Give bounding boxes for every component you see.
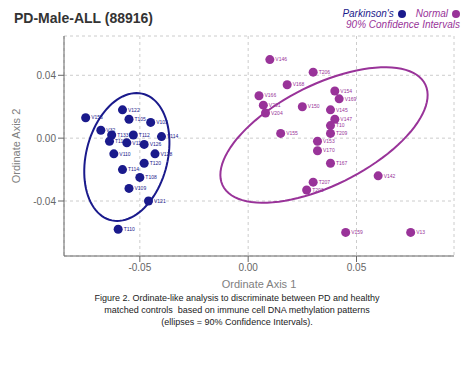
svg-text:0.00: 0.00	[238, 262, 258, 273]
svg-text:V168: V168	[293, 81, 305, 87]
html-text:PD-Male-ALL (88916): PD-Male-ALL (88916)	[14, 10, 153, 26]
svg-text:V154: V154	[340, 88, 352, 94]
svg-text:T167: T167	[336, 160, 348, 166]
svg-text:V109: V109	[135, 185, 147, 191]
svg-text:V159: V159	[351, 229, 363, 235]
svg-text:-0.05: -0.05	[128, 262, 151, 273]
svg-text:0.05: 0.05	[347, 262, 367, 273]
svg-text:T207: T207	[319, 179, 331, 185]
svg-text:T110: T110	[124, 226, 135, 232]
svg-text:V150: V150	[308, 103, 320, 109]
svg-text:0.04: 0.04	[37, 70, 57, 81]
svg-text:T133: T133	[117, 132, 129, 138]
svg-text:V128: V128	[161, 151, 173, 157]
svg-text:V169: V169	[345, 96, 357, 102]
svg-text:T206: T206	[319, 69, 331, 75]
svg-text:V126: V126	[150, 141, 162, 147]
svg-text:V201: V201	[269, 102, 281, 108]
svg-text:T203: T203	[312, 187, 324, 193]
html-text:90% Confidence Intervals: 90% Confidence Intervals	[346, 19, 460, 30]
svg-text:V103: V103	[156, 119, 168, 125]
svg-text:V121: V121	[154, 198, 166, 204]
svg-text:V156: V156	[91, 114, 103, 120]
svg-text:V155: V155	[286, 130, 298, 136]
svg-text:V147: V147	[340, 116, 352, 122]
svg-text:V145: V145	[336, 107, 348, 113]
svg-text:T120: T120	[150, 160, 162, 166]
svg-text:V170: V170	[323, 147, 335, 153]
svg-text:-0.04: -0.04	[33, 196, 56, 207]
svg-text:V110: V110	[119, 151, 131, 157]
html-text:(ellipses = 90% Confidence Int: (ellipses = 90% Confidence Intervals).	[161, 317, 313, 327]
svg-text:V122: V122	[128, 107, 140, 113]
html-text:Figure 2. Ordinate-like analys: Figure 2. Ordinate-like analysis to disc…	[94, 293, 380, 303]
svg-text:Ordinate Axis 2: Ordinate Axis 2	[10, 109, 22, 184]
svg-text:T115: T115	[115, 138, 126, 144]
html-text:matched controls based on immu: matched controls based on immune cell DN…	[104, 305, 370, 315]
svg-text:T108: T108	[145, 174, 157, 180]
html-text:Normal: Normal	[415, 8, 448, 19]
svg-text:V13: V13	[416, 229, 425, 235]
svg-text:V166: V166	[265, 92, 277, 98]
svg-text:T112: T112	[139, 132, 150, 138]
svg-text:V32: V32	[106, 127, 115, 133]
svg-text:V204: V204	[271, 110, 283, 116]
svg-text:V11: V11	[132, 140, 141, 146]
svg-text:V114: V114	[167, 133, 179, 139]
html-text:Parkinson's: Parkinson's	[342, 8, 394, 19]
svg-text:V146: V146	[275, 56, 287, 62]
svg-text:T209: T209	[336, 130, 348, 136]
svg-text:V153: V153	[323, 138, 335, 144]
svg-text:Ordinate Axis 1: Ordinate Axis 1	[222, 278, 297, 290]
svg-text:V142: V142	[384, 173, 396, 179]
svg-text:T105: T105	[135, 116, 147, 122]
svg-text:T114: T114	[128, 166, 139, 172]
svg-text:0.00: 0.00	[37, 133, 57, 144]
svg-text:T10: T10	[336, 122, 345, 128]
